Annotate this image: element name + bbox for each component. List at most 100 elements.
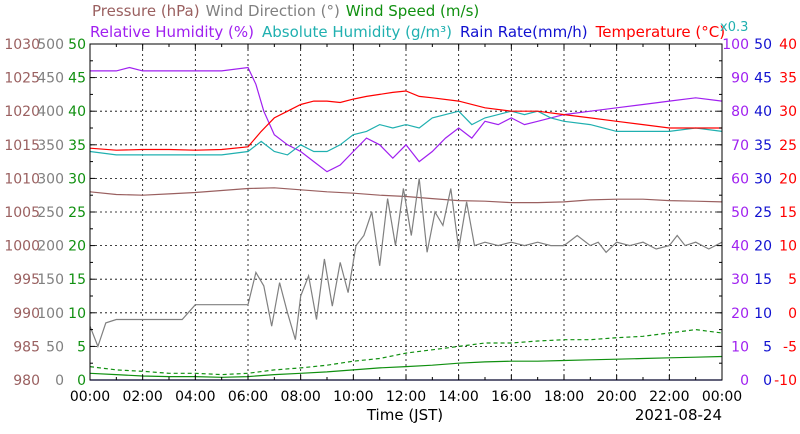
left-axis-tick-label: 995 <box>13 272 40 288</box>
left-axis-tick-label: 100 <box>37 306 64 322</box>
right-axis-tick-label: 10 <box>731 339 749 355</box>
left-axis-tick-label: 450 <box>37 71 64 87</box>
right-axis-tick-label: 10 <box>754 306 772 322</box>
right-axis-tick-label: -5 <box>783 339 797 355</box>
series-line <box>89 178 723 349</box>
left-axis-tick-label: 15 <box>68 272 86 288</box>
right-axis-tick-label: 20 <box>779 171 797 187</box>
x-tick-label: 22:00 <box>649 389 689 405</box>
left-axis-tick-label: 40 <box>68 104 86 120</box>
right-axis-tick-label: 60 <box>731 171 749 187</box>
right-axis-tick-label: 5 <box>788 272 797 288</box>
x-tick-label: 00:00 <box>70 389 110 405</box>
right-axis-tick-label: 20 <box>754 239 772 255</box>
series-line <box>90 66 723 173</box>
left-axis-tick-label: 350 <box>37 138 64 154</box>
title-part: Wind Direction (°) <box>206 2 340 20</box>
title-part: Relative Humidity (%) <box>90 23 254 41</box>
title-part: Wind Speed (m/s) <box>346 2 479 20</box>
x-tick-label: 06:00 <box>228 389 268 405</box>
x-tick-label: 04:00 <box>175 389 215 405</box>
left-axis-tick-label: 150 <box>37 272 64 288</box>
title-part: Pressure (hPa) <box>92 2 200 20</box>
x-axis-label: Time (JST) <box>366 406 443 424</box>
right-axis-tick-label: 35 <box>754 138 772 154</box>
left-axis-tick-label: 400 <box>37 104 64 120</box>
right-axis-tick-label: 10 <box>779 239 797 255</box>
right-axis-tick-label: 0 <box>740 373 749 389</box>
series-line <box>89 90 722 151</box>
left-axis-tick-label: 10 <box>68 306 86 322</box>
left-axis-tick-label: 25 <box>68 205 86 221</box>
right-axis-tick-label: 90 <box>731 71 749 87</box>
left-axis-tick-label: 0 <box>55 373 64 389</box>
left-axis-tick-label: 20 <box>68 239 86 255</box>
left-axis-tick-label: 1030 <box>4 37 40 53</box>
left-axis-tick-label: 1020 <box>4 104 40 120</box>
x-tick-label: 20:00 <box>596 389 636 405</box>
series-line <box>89 187 723 204</box>
axes-group: 00:00 02:00 04:00 06:00 08:00 10:00 12:00 14:00… <box>4 37 797 405</box>
left-axis-tick-label: 1025 <box>4 71 40 87</box>
series-line <box>89 110 723 156</box>
x-tick-label: 14:00 <box>438 389 478 405</box>
x-tick-label: 10:00 <box>333 389 373 405</box>
right-axis-tick-label: 50 <box>754 37 772 53</box>
title-row: Pressure (hPa) Wind Direction (°) Wind Spe… <box>92 2 479 20</box>
title-part: Absolute Humidity (g/m³) <box>262 23 452 41</box>
left-axis-tick-label: 0 <box>77 373 86 389</box>
right-axis-tick-label: 30 <box>779 104 797 120</box>
left-axis-tick-label: 5 <box>77 339 86 355</box>
scale-note: x0.3 <box>720 20 748 35</box>
left-axis-tick-label: 50 <box>46 339 64 355</box>
title-part: Rain Rate(mm/h) <box>460 23 588 41</box>
left-axis-tick-label: 200 <box>37 239 64 255</box>
right-axis-tick-label: 25 <box>779 138 797 154</box>
x-tick-label: 16:00 <box>491 389 531 405</box>
series-line <box>89 328 723 376</box>
right-axis-tick-label: -10 <box>774 373 797 389</box>
x-tick-label: 00:00 <box>702 389 742 405</box>
left-axis-tick-label: 980 <box>13 373 40 389</box>
left-axis-tick-label: 1000 <box>4 239 40 255</box>
x-tick-label: 08:00 <box>280 389 320 405</box>
right-axis-tick-label: 40 <box>754 104 772 120</box>
right-axis-tick-label: 0 <box>763 373 772 389</box>
left-axis-tick-label: 30 <box>68 171 86 187</box>
right-axis-tick-label: 80 <box>731 104 749 120</box>
title-row: Relative Humidity (%) Absolute Humidity (… <box>90 23 725 41</box>
right-axis-tick-label: 45 <box>754 71 772 87</box>
right-axis-tick-label: 50 <box>731 205 749 221</box>
right-axis-tick-label: 100 <box>722 37 749 53</box>
right-axis-tick-label: 0 <box>788 306 797 322</box>
left-axis-tick-label: 500 <box>37 37 64 53</box>
x-tick-label: 02:00 <box>122 389 162 405</box>
left-axis-tick-label: 300 <box>37 171 64 187</box>
x-tick-label: 18:00 <box>544 389 584 405</box>
chart-title: Pressure (hPa) Wind Direction (°) Wind Spe… <box>90 2 725 41</box>
right-axis-tick-label: 70 <box>731 138 749 154</box>
grid <box>90 44 722 380</box>
right-axis-tick-label: 40 <box>779 37 797 53</box>
right-axis-tick-label: 5 <box>763 339 772 355</box>
right-axis-tick-label: 15 <box>779 205 797 221</box>
date-label: 2021-08-24 <box>635 406 722 424</box>
right-axis-tick-label: 25 <box>754 205 772 221</box>
left-axis-tick-label: 45 <box>68 71 86 87</box>
left-axis-tick-label: 250 <box>37 205 64 221</box>
left-axis-tick-label: 985 <box>13 339 40 355</box>
left-axis-tick-label: 50 <box>68 37 86 53</box>
right-axis-tick-label: 15 <box>754 272 772 288</box>
left-axis-tick-label: 1010 <box>4 171 40 187</box>
left-axis-tick-label: 990 <box>13 306 40 322</box>
right-axis-tick-label: 35 <box>779 71 797 87</box>
right-axis-tick-label: 20 <box>731 306 749 322</box>
right-axis-tick-label: 30 <box>754 171 772 187</box>
left-axis-tick-label: 1005 <box>4 205 40 221</box>
title-part: Temperature (°C) <box>595 23 725 41</box>
left-axis-tick-label: 1015 <box>4 138 40 154</box>
right-axis-tick-label: 40 <box>731 239 749 255</box>
x-tick-label: 12:00 <box>386 389 426 405</box>
right-axis-tick-label: 30 <box>731 272 749 288</box>
